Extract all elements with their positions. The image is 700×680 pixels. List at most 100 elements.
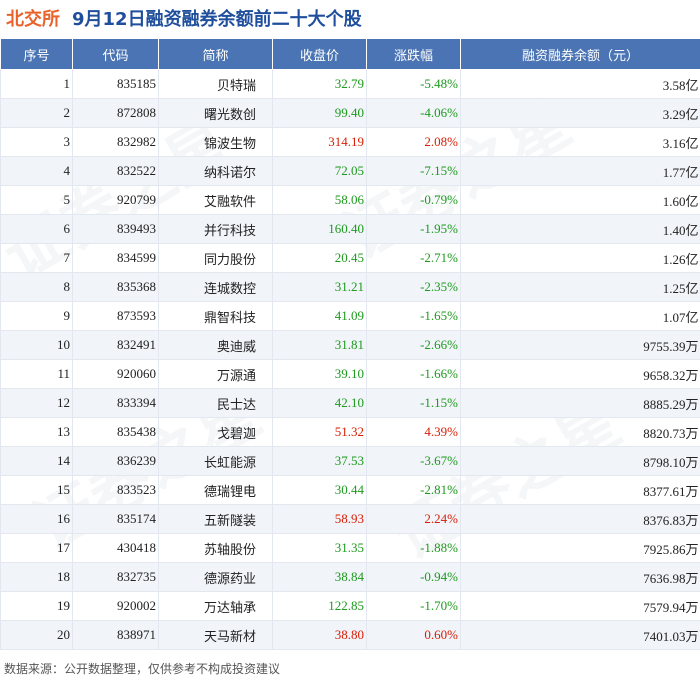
table-row: 17 430418 苏轴股份 31.35 -1.88% 7925.86万 (0, 533, 700, 563)
row-index: 11 (0, 359, 73, 389)
table-header-row: 序号 代码 简称 收盘价 涨跌幅 融资融券余额（元） (0, 38, 700, 70)
margin-balance: 1.25亿 (460, 272, 700, 302)
price-change: -1.88% (366, 533, 461, 563)
price-change: -2.81% (366, 475, 461, 505)
margin-balance: 8377.61万 (460, 475, 700, 505)
stock-code: 839493 (72, 214, 159, 244)
row-index: 15 (0, 475, 73, 505)
stock-name: 戈碧迦 (158, 417, 273, 447)
price-change: -5.48% (366, 69, 461, 99)
table-row: 2 872808 曙光数创 99.40 -4.06% 3.29亿 (0, 98, 700, 128)
close-price: 51.32 (272, 417, 367, 447)
stock-code: 832982 (72, 127, 159, 157)
table-row: 11 920060 万源通 39.10 -1.66% 9658.32万 (0, 359, 700, 389)
row-index: 16 (0, 504, 73, 534)
margin-balance: 8798.10万 (460, 446, 700, 476)
stock-code: 835438 (72, 417, 159, 447)
stock-name: 纳科诺尔 (158, 156, 273, 186)
margin-balance: 3.16亿 (460, 127, 700, 157)
stock-code: 920799 (72, 185, 159, 215)
table-row: 3 832982 锦波生物 314.19 2.08% 3.16亿 (0, 127, 700, 157)
close-price: 31.35 (272, 533, 367, 563)
stock-name: 长虹能源 (158, 446, 273, 476)
stock-code: 872808 (72, 98, 159, 128)
column-header-balance: 融资融券余额（元） (460, 38, 700, 70)
close-price: 58.06 (272, 185, 367, 215)
table-row: 5 920799 艾融软件 58.06 -0.79% 1.60亿 (0, 185, 700, 215)
row-index: 6 (0, 214, 73, 244)
table-row: 14 836239 长虹能源 37.53 -3.67% 8798.10万 (0, 446, 700, 476)
table-row: 8 835368 连城数控 31.21 -2.35% 1.25亿 (0, 272, 700, 302)
column-header-code: 代码 (72, 38, 159, 70)
table-row: 6 839493 并行科技 160.40 -1.95% 1.40亿 (0, 214, 700, 244)
price-change: -2.71% (366, 243, 461, 273)
stock-code: 836239 (72, 446, 159, 476)
price-change: -1.65% (366, 301, 461, 331)
price-change: -4.06% (366, 98, 461, 128)
row-index: 20 (0, 620, 73, 650)
column-header-price: 收盘价 (272, 38, 367, 70)
stock-code: 832491 (72, 330, 159, 360)
margin-balance: 8376.83万 (460, 504, 700, 534)
stock-name: 艾融软件 (158, 185, 273, 215)
table-row: 13 835438 戈碧迦 51.32 4.39% 8820.73万 (0, 417, 700, 447)
table-row: 10 832491 奥迪威 31.81 -2.66% 9755.39万 (0, 330, 700, 360)
stock-name: 锦波生物 (158, 127, 273, 157)
stock-code: 835185 (72, 69, 159, 99)
close-price: 58.93 (272, 504, 367, 534)
margin-balance: 7579.94万 (460, 591, 700, 621)
row-index: 9 (0, 301, 73, 331)
price-change: -2.66% (366, 330, 461, 360)
margin-balance-table: 序号 代码 简称 收盘价 涨跌幅 融资融券余额（元） 1 835185 贝特瑞 32.… (0, 38, 700, 650)
close-price: 20.45 (272, 243, 367, 273)
price-change: -1.95% (366, 214, 461, 244)
table-row: 16 835174 五新隧装 58.93 2.24% 8376.83万 (0, 504, 700, 534)
stock-name: 德源药业 (158, 562, 273, 592)
row-index: 12 (0, 388, 73, 418)
price-change: -7.15% (366, 156, 461, 186)
title-bar: 北交所 9月12日融资融券余额前二十大个股 (0, 0, 700, 36)
stock-code: 833394 (72, 388, 159, 418)
column-header-name: 简称 (158, 38, 273, 70)
stock-code: 833523 (72, 475, 159, 505)
close-price: 31.21 (272, 272, 367, 302)
price-change: 4.39% (366, 417, 461, 447)
table-row: 20 838971 天马新材 38.80 0.60% 7401.03万 (0, 620, 700, 650)
close-price: 122.85 (272, 591, 367, 621)
stock-name: 鼎智科技 (158, 301, 273, 331)
close-price: 99.40 (272, 98, 367, 128)
stock-name: 并行科技 (158, 214, 273, 244)
table-row: 12 833394 民士达 42.10 -1.15% 8885.29万 (0, 388, 700, 418)
stock-name: 曙光数创 (158, 98, 273, 128)
price-change: 2.08% (366, 127, 461, 157)
column-header-change: 涨跌幅 (366, 38, 461, 70)
margin-balance: 1.07亿 (460, 301, 700, 331)
stock-name: 天马新材 (158, 620, 273, 650)
stock-name: 苏轴股份 (158, 533, 273, 563)
price-change: -2.35% (366, 272, 461, 302)
row-index: 8 (0, 272, 73, 302)
margin-balance: 1.40亿 (460, 214, 700, 244)
margin-balance: 1.60亿 (460, 185, 700, 215)
stock-code: 430418 (72, 533, 159, 563)
stock-code: 835174 (72, 504, 159, 534)
margin-balance: 8820.73万 (460, 417, 700, 447)
stock-code: 835368 (72, 272, 159, 302)
close-price: 38.80 (272, 620, 367, 650)
column-header-index: 序号 (0, 38, 73, 70)
table-row: 15 833523 德瑞锂电 30.44 -2.81% 8377.61万 (0, 475, 700, 505)
stock-name: 万达轴承 (158, 591, 273, 621)
stock-name: 德瑞锂电 (158, 475, 273, 505)
price-change: -0.94% (366, 562, 461, 592)
stock-code: 920060 (72, 359, 159, 389)
table-row: 7 834599 同力股份 20.45 -2.71% 1.26亿 (0, 243, 700, 273)
close-price: 72.05 (272, 156, 367, 186)
close-price: 160.40 (272, 214, 367, 244)
close-price: 41.09 (272, 301, 367, 331)
margin-balance: 9755.39万 (460, 330, 700, 360)
close-price: 314.19 (272, 127, 367, 157)
row-index: 18 (0, 562, 73, 592)
row-index: 2 (0, 98, 73, 128)
stock-code: 873593 (72, 301, 159, 331)
price-change: -0.79% (366, 185, 461, 215)
